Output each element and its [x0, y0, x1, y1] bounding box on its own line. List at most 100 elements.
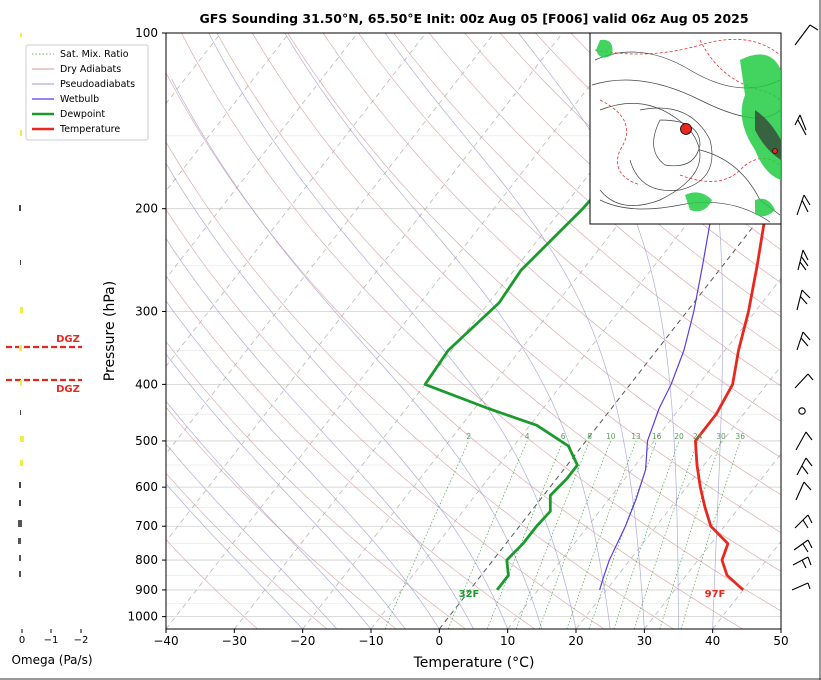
inset-contour: [599, 103, 701, 206]
mixing-ratio-label: 2: [466, 432, 471, 441]
omega-bar: [20, 130, 22, 136]
x-tick-label: 30: [637, 634, 652, 648]
omega-bar: [20, 307, 23, 313]
mixing-ratio-line: [613, 440, 680, 629]
wind-barb: [792, 556, 812, 569]
omega-bar: [20, 33, 22, 37]
inset-temp-contour: [594, 39, 781, 56]
mixing-ratio-line: [384, 440, 470, 629]
dry-adiabat-line: [166, 539, 258, 629]
mixing-ratio-line: [659, 440, 722, 629]
wind-barb: [796, 289, 811, 311]
wind-calm-circle: [798, 407, 806, 415]
mixing-ratio-label: 13: [631, 432, 641, 441]
omega-bar: [19, 482, 21, 488]
inset-contour: [629, 107, 713, 191]
surface-temperature-label: 97F: [705, 589, 726, 600]
legend: Sat. Mix. Ratio Dry Adiabats Pseudoadiabat…: [25, 44, 149, 141]
y-tick-label: 900: [135, 583, 158, 597]
inset-temp-contour: [599, 99, 641, 186]
mixing-ratio-line: [447, 440, 528, 629]
dry-adiabat-line: [358, 33, 781, 422]
wind-barb: [793, 539, 813, 553]
legend-label: Sat. Mix. Ratio: [60, 49, 129, 60]
y-tick-label: 800: [135, 553, 158, 567]
wind-barb: [791, 582, 811, 591]
inset-temp-contour: [679, 158, 781, 182]
wind-barb: [794, 514, 813, 529]
dry-adiabat-line: [322, 33, 781, 459]
omega-tick-0: 0: [19, 635, 25, 646]
dry-adiabat-line: [393, 33, 781, 387]
omega-bar: [18, 538, 21, 544]
mixing-ratio-label: 4: [525, 432, 530, 441]
omega-tick-2: −2: [74, 635, 89, 646]
legend-label: Temperature: [59, 124, 120, 135]
dry-adiabat-line: [166, 141, 674, 629]
wind-barb: [796, 331, 811, 351]
y-tick-label: 700: [135, 519, 158, 533]
pseudoadiabat-line: [208, 33, 577, 629]
dry-adiabat-line: [428, 33, 781, 352]
omega-bar: [20, 380, 22, 386]
inset-precip: [755, 198, 775, 217]
pseudoadiabat-line: [284, 33, 611, 629]
legend-label: Wetbulb: [60, 94, 99, 105]
omega-bar: [19, 555, 21, 561]
wind-barb: [794, 114, 807, 136]
wind-barbs: [791, 24, 819, 591]
x-tick-label: 50: [773, 634, 788, 648]
dry-adiabat-line: [464, 33, 781, 318]
pseudoadiabat-line: [166, 238, 474, 629]
mixing-ratio-label: 10: [606, 432, 616, 441]
mixing-ratio-labels: 2 4 6 8 10 13 16 20 24 30 36: [466, 432, 745, 441]
mixing-ratio-line: [538, 440, 612, 629]
dry-adiabat-line: [166, 72, 743, 629]
pseudoadiabat-line: [166, 353, 406, 629]
x-tick-label: 40: [705, 634, 720, 648]
y-tick-label: 100: [135, 26, 158, 40]
y-tick-label: 1000: [127, 610, 158, 624]
mixing-ratio-label: 30: [716, 432, 726, 441]
mixing-ratio-line: [515, 440, 590, 629]
y-tick-label: 500: [135, 434, 158, 448]
legend-label: Dry Adiabats: [60, 64, 121, 75]
y-tick-label: 200: [135, 202, 158, 216]
dry-adiabat-line: [166, 341, 466, 629]
legend-label: Dewpoint: [60, 109, 105, 120]
x-tick-label: −10: [358, 634, 383, 648]
x-axis-label: Temperature (°C): [413, 655, 535, 671]
inset-location-marker-small: [772, 148, 778, 154]
pseudoadiabat-line: [171, 79, 543, 629]
dry-adiabat-line: [166, 472, 328, 629]
pseudoadiabat-line: [166, 443, 338, 629]
inset-contour: [699, 149, 781, 216]
mixing-ratio-label: 6: [561, 432, 566, 441]
y-tick-label: 300: [135, 304, 158, 318]
dry-adiabat-line: [166, 208, 605, 629]
x-tick-label: −30: [222, 634, 247, 648]
mixing-ratio-label: 20: [674, 432, 684, 441]
omega-bar: [20, 410, 21, 415]
inset-location-marker: [680, 123, 692, 135]
wind-barb: [794, 373, 814, 389]
legend-box: [25, 44, 149, 141]
wind-barb: [797, 249, 809, 271]
omega-bar: [19, 571, 21, 577]
y-tick-label: 600: [135, 480, 158, 494]
pseudoadiabat-line: [166, 400, 372, 629]
wind-barb: [796, 194, 811, 216]
pseudoadiabat-line: [384, 33, 645, 629]
omega-tick-1: −1: [44, 635, 59, 646]
pseudoadiabat-line: [518, 33, 679, 629]
omega-bar: [19, 205, 21, 211]
pseudoadiabat-line: [166, 483, 303, 629]
omega-bar: [18, 520, 22, 527]
wind-barb: [794, 24, 819, 46]
pseudoadiabat-line: [672, 33, 724, 629]
dry-adiabat-line: [499, 33, 781, 284]
dry-adiabat-line: [166, 275, 536, 629]
legend-label: Pseudoadiabats: [60, 79, 135, 90]
omega-bar: [20, 260, 21, 265]
mixing-ratio-label: 24: [693, 432, 703, 441]
